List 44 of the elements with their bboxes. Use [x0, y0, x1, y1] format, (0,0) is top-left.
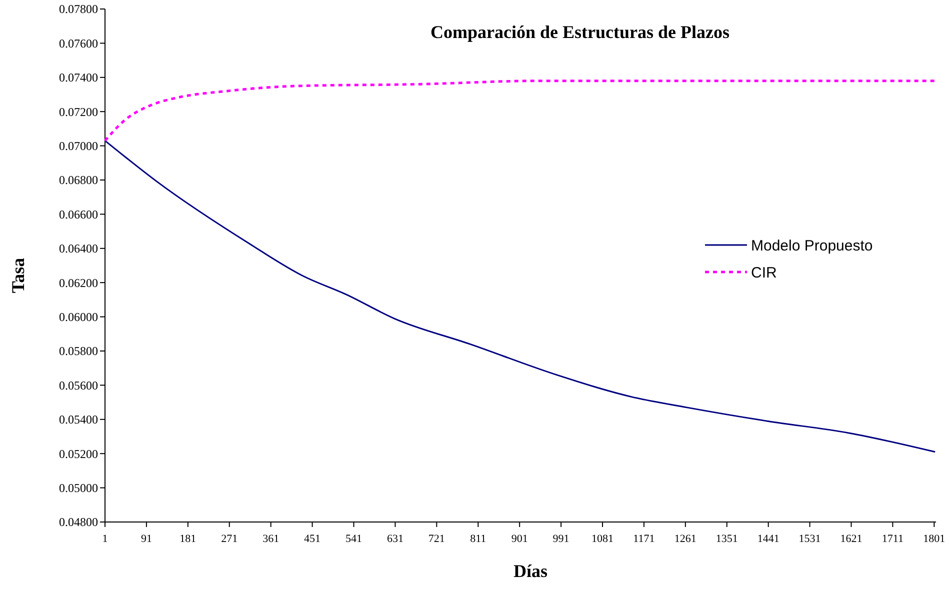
x-tick-label: 91: [140, 533, 152, 545]
x-tick-label: 1261: [674, 533, 696, 545]
y-tick-label: 0.06800: [59, 173, 98, 188]
x-tick-label: 631: [386, 533, 404, 545]
x-tick-label: 721: [428, 533, 445, 545]
y-tick-label: 0.05400: [59, 412, 98, 427]
line-series: [104, 80, 936, 142]
x-tick-label: 901: [511, 533, 528, 545]
y-tick-label: 0.06400: [59, 242, 98, 256]
y-axis-title: Tasa: [8, 258, 28, 294]
y-tick-label: 0.07000: [59, 139, 98, 153]
x-tick-label: 1: [102, 533, 108, 545]
x-tick-label: 1711: [882, 533, 904, 545]
x-tick-label: 1531: [798, 533, 821, 545]
x-tick-label: 1081: [591, 533, 614, 545]
y-tick-label: 0.04800: [59, 515, 98, 530]
x-tick-label: 811: [470, 533, 486, 545]
x-tick-label: 361: [262, 533, 280, 545]
x-tick-label: 991: [552, 533, 570, 545]
x-tick-label: 541: [345, 533, 362, 545]
x-tick-label: 1351: [716, 533, 738, 545]
x-axis-title: Días: [513, 561, 548, 581]
x-tick-label: 181: [180, 533, 196, 545]
x-tick-label: 1171: [633, 533, 655, 545]
y-tick-label: 0.07400: [59, 70, 98, 85]
legend-label: Modelo Propuesto: [751, 237, 873, 254]
y-tick-label: 0.06600: [59, 207, 98, 222]
y-tick-label: 0.05600: [59, 378, 98, 392]
y-tick-label: 0.06200: [59, 276, 98, 290]
text: Comparación de Estructuras de Plazos: [430, 22, 730, 42]
y-tick-label: 0.05000: [59, 481, 98, 495]
y-tick-label: 0.07800: [59, 2, 98, 16]
x-tick-label: 271: [221, 533, 238, 545]
y-tick-label: 0.05200: [59, 446, 98, 461]
x-tick-label: 451: [304, 533, 321, 545]
y-tick-label: 0.07600: [59, 36, 98, 50]
legend-label: CIR: [751, 264, 777, 282]
x-tick-label: 1801: [923, 533, 946, 545]
x-tick-label: 1621: [840, 533, 862, 545]
line-series: [104, 140, 936, 453]
y-tick-label: 0.06000: [59, 310, 98, 324]
y-tick-label: 0.07200: [59, 104, 98, 119]
x-tick-label: 1441: [757, 533, 780, 545]
y-tick-label: 0.05800: [59, 344, 98, 358]
